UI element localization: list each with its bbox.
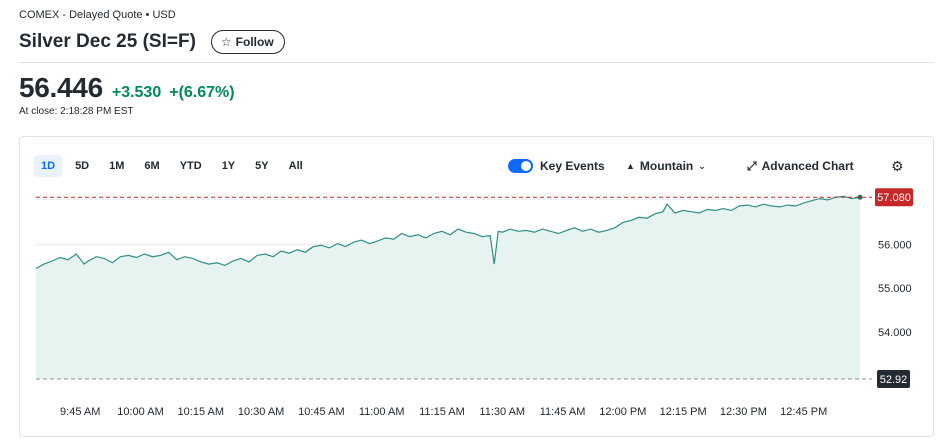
axis-labels: 56.000 55.000 54.000 9:45 AM 10:00 AM 10:15 A…	[60, 239, 912, 418]
current-price-label: 57.080	[877, 192, 911, 204]
x-tick-label: 10:15 AM	[178, 406, 224, 418]
expand-icon: ⤢	[747, 158, 757, 173]
range-1d[interactable]: 1D	[34, 155, 63, 177]
x-tick-label: 10:45 AM	[298, 406, 344, 418]
x-tick-label: 11:30 AM	[479, 406, 525, 418]
price-area	[36, 196, 860, 379]
mountain-icon: ▲	[626, 161, 635, 171]
star-icon: ☆	[220, 35, 232, 49]
x-tick-label: 11:00 AM	[359, 406, 405, 418]
range-1y[interactable]: 1Y	[221, 160, 236, 172]
range-1m[interactable]: 1M	[109, 160, 125, 172]
chevron-down-icon: ⌄	[698, 160, 706, 171]
advanced-chart-button[interactable]: ⤢ Advanced Chart	[747, 155, 854, 177]
x-tick-label: 11:45 AM	[540, 406, 586, 418]
prev-close-label: 52.92	[880, 374, 908, 386]
y-tick-label: 55.000	[878, 283, 912, 295]
x-tick-label: 12:45 PM	[780, 406, 827, 418]
range-selector: 1D 5D 1M 6M YTD 1Y 5Y All	[34, 155, 316, 177]
range-5y[interactable]: 5Y	[255, 160, 269, 172]
prev-close-badge	[877, 370, 910, 388]
gear-icon: ⚙	[891, 157, 904, 174]
current-price-badge	[875, 188, 913, 207]
header-divider	[19, 62, 934, 63]
close-time: At close: 2:18:28 PM EST	[19, 106, 134, 117]
range-all[interactable]: All	[288, 160, 303, 172]
toggle-switch[interactable]	[508, 159, 533, 173]
x-tick-label: 12:15 PM	[660, 406, 707, 418]
x-tick-label: 9:45 AM	[60, 406, 100, 418]
x-tick-label: 11:15 AM	[419, 406, 465, 418]
settings-button[interactable]: ⚙	[891, 155, 904, 177]
y-tick-label: 56.000	[878, 239, 912, 251]
x-tick-label: 10:00 AM	[117, 406, 163, 418]
price-chart[interactable]: 57.080 52.92 56.000 55.000 54.000 9:45 AM 10:…	[20, 137, 933, 436]
price-value: 56.446	[19, 72, 103, 103]
exchange-info: COMEX - Delayed Quote • USD	[19, 9, 176, 21]
follow-label: Follow	[235, 35, 274, 49]
x-tick-label: 10:30 AM	[238, 406, 284, 418]
range-6m[interactable]: 6M	[144, 160, 160, 172]
chart-type-label: Mountain	[639, 159, 694, 173]
chart-card: 1D 5D 1M 6M YTD 1Y 5Y All Key Events ▲ M…	[19, 136, 934, 437]
x-tick-label: 12:30 PM	[720, 406, 767, 418]
key-events-label: Key Events	[540, 159, 605, 173]
last-price-dot	[857, 194, 863, 200]
price-line	[35, 195, 861, 270]
page-title: Silver Dec 25 (SI=F)	[19, 31, 196, 52]
area-layer	[35, 194, 863, 379]
quote-row: 56.446 +3.530 +(6.67%)	[19, 72, 235, 104]
range-ytd[interactable]: YTD	[179, 160, 202, 172]
y-tick-label: 54.000	[878, 327, 912, 339]
price-change: +3.530	[111, 84, 162, 101]
key-events-toggle[interactable]: Key Events	[508, 155, 605, 177]
follow-button[interactable]: ☆ Follow	[210, 30, 285, 54]
title-row: Silver Dec 25 (SI=F) ☆ Follow	[19, 30, 285, 54]
price-change-percent: +(6.67%)	[169, 84, 235, 101]
chart-type-dropdown[interactable]: ▲ Mountain ⌄	[626, 155, 706, 177]
x-tick-label: 12:00 PM	[599, 406, 646, 418]
advanced-chart-label: Advanced Chart	[761, 159, 854, 173]
range-5d[interactable]: 5D	[75, 160, 90, 172]
reference-lines: 57.080 52.92	[36, 188, 913, 388]
